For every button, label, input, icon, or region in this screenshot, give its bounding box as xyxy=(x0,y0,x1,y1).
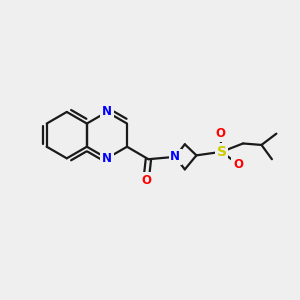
Text: O: O xyxy=(141,174,151,187)
Text: N: N xyxy=(102,152,112,165)
Text: O: O xyxy=(215,128,225,140)
Text: N: N xyxy=(170,150,180,163)
Text: O: O xyxy=(233,158,243,171)
Text: S: S xyxy=(217,145,227,159)
Text: N: N xyxy=(102,106,112,118)
